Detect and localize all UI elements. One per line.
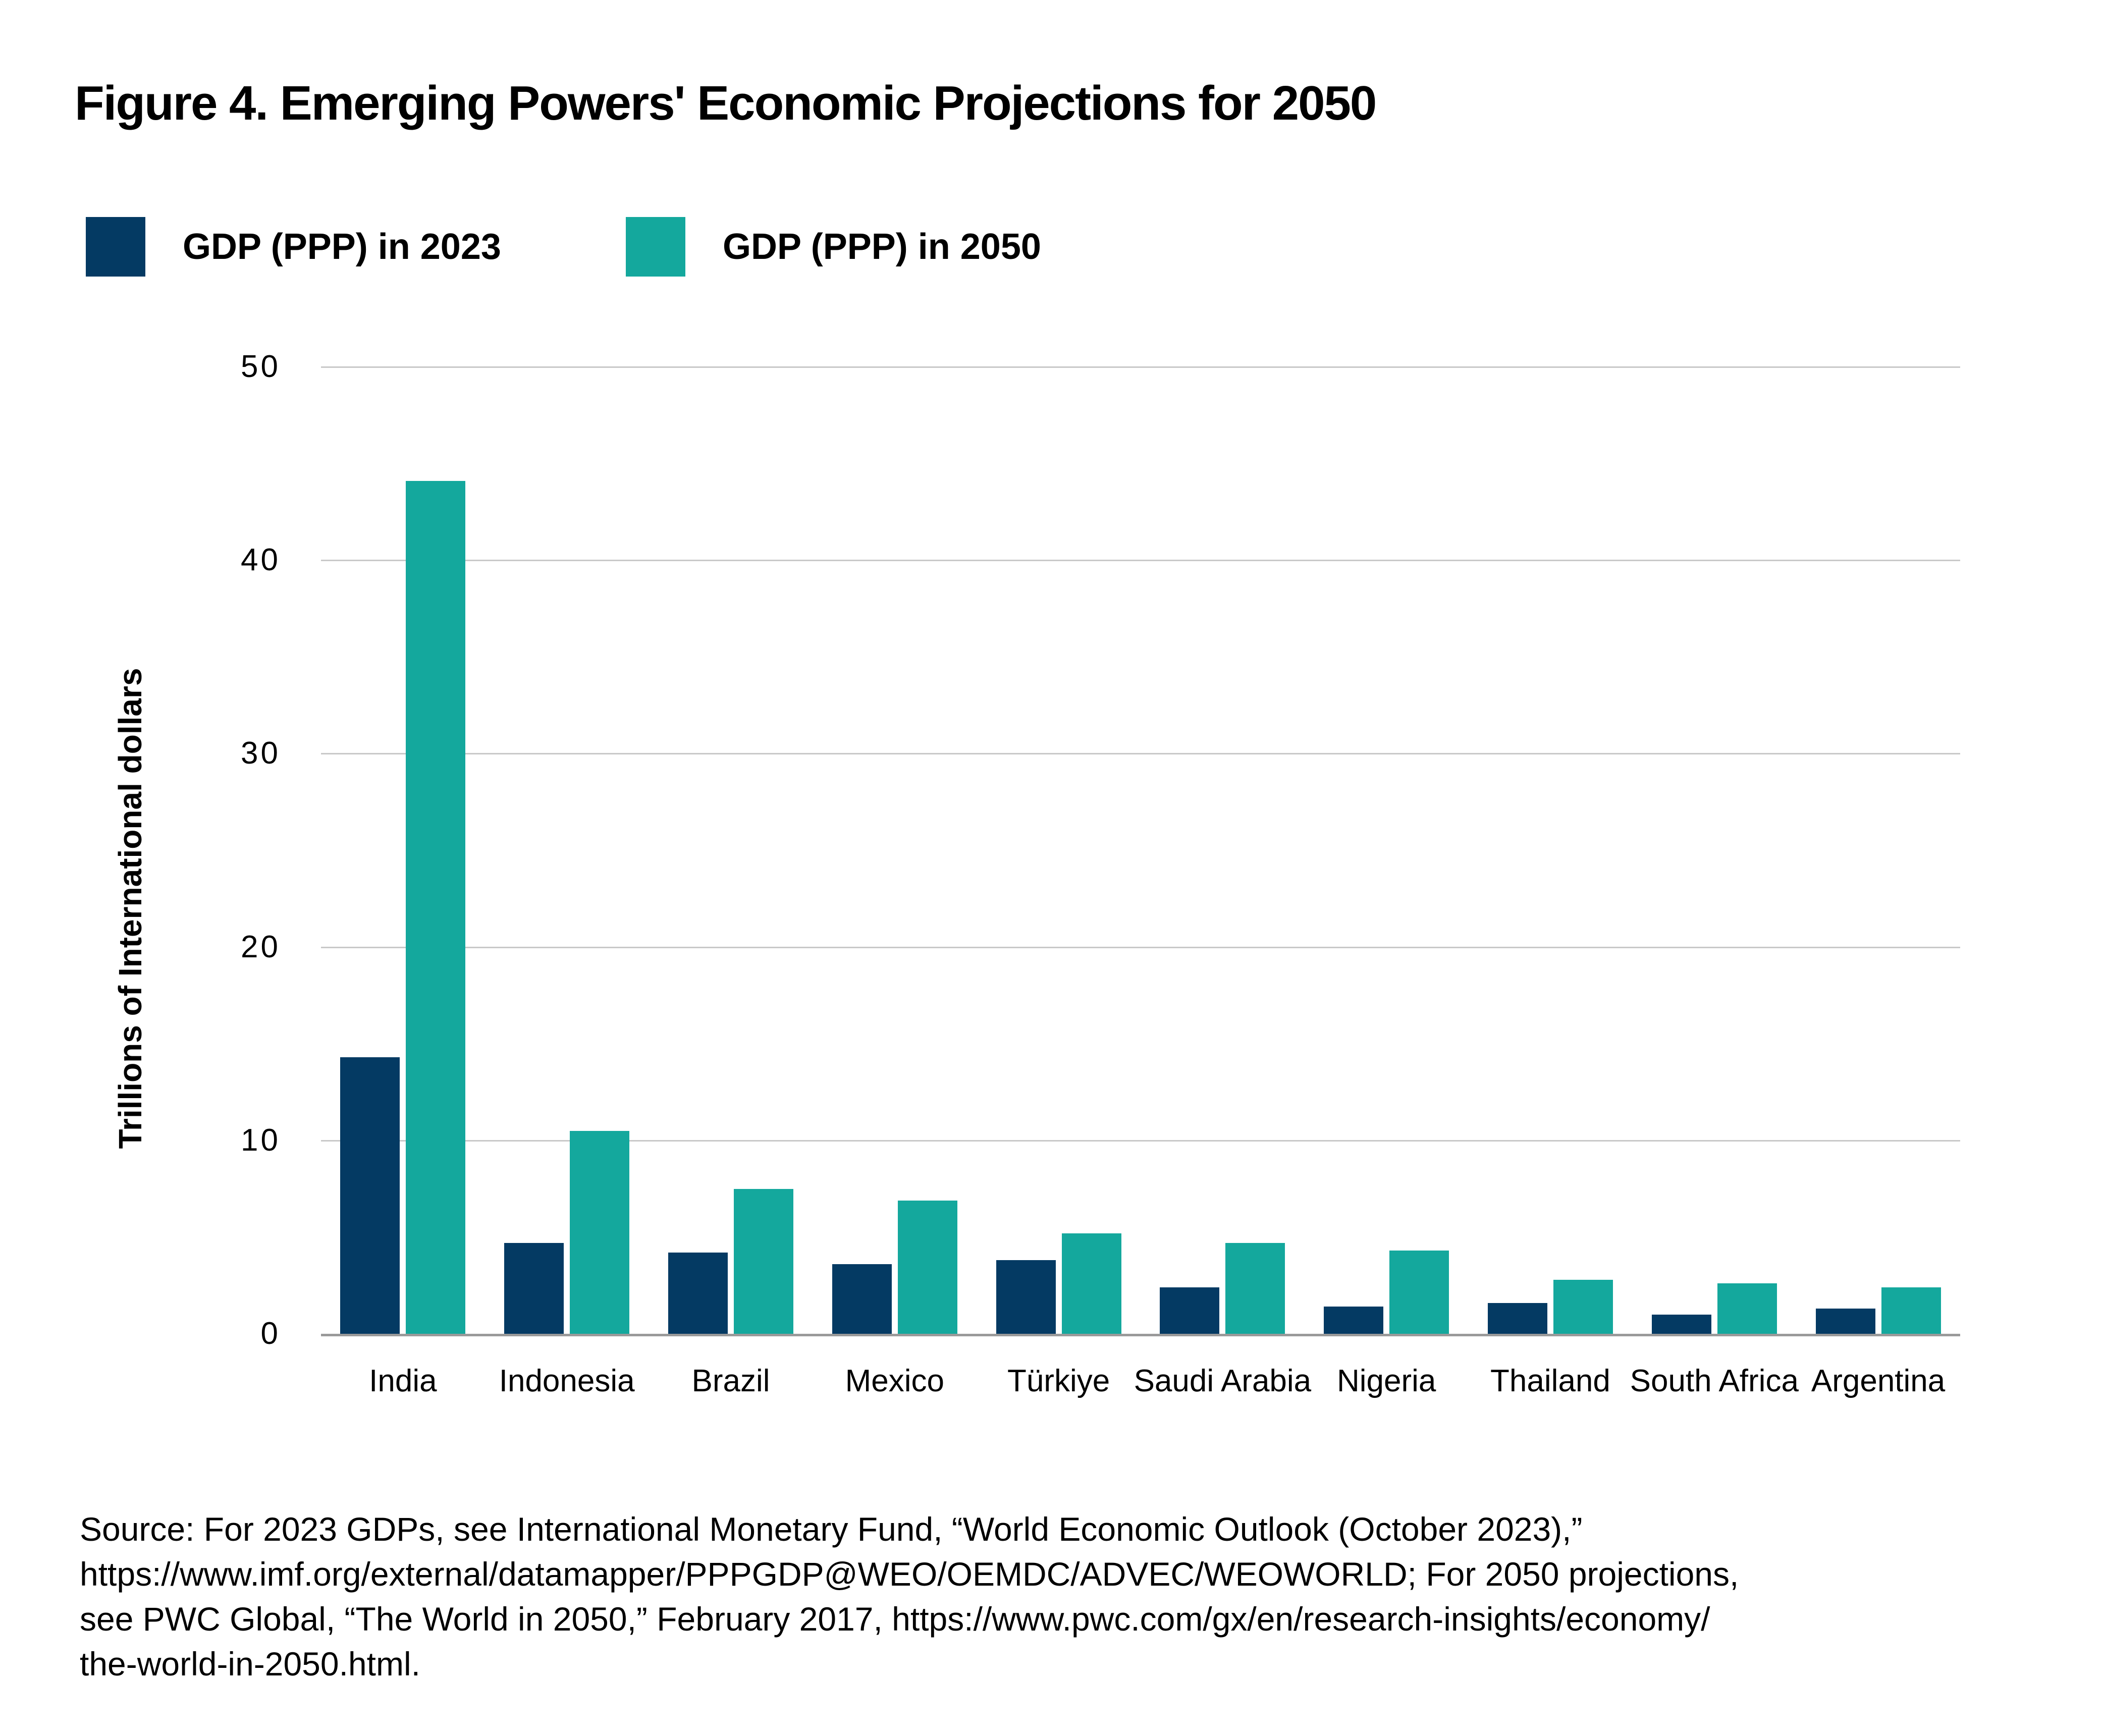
bar-group-thailand: Thailand bbox=[1469, 367, 1633, 1398]
bar-pair bbox=[1324, 1251, 1449, 1334]
x-axis-label: Indonesia bbox=[499, 1364, 635, 1398]
source-note: Source: For 2023 GDPs, see International… bbox=[80, 1507, 1739, 1687]
x-axis-label: Nigeria bbox=[1336, 1364, 1436, 1398]
bar-group-nigeria: Nigeria bbox=[1305, 367, 1469, 1398]
bar-group-türkiye: Türkiye bbox=[977, 367, 1141, 1398]
source-line: Source: For 2023 GDPs, see International… bbox=[80, 1510, 1583, 1548]
bar-pair bbox=[668, 1189, 793, 1334]
x-axis-label: Saudi Arabia bbox=[1134, 1364, 1312, 1398]
legend-label-2050: GDP (PPP) in 2050 bbox=[723, 227, 1041, 267]
bar-2023 bbox=[340, 1057, 400, 1334]
bar-2023 bbox=[504, 1243, 564, 1334]
bar-pair bbox=[996, 1233, 1121, 1334]
y-tick-label: 0 bbox=[260, 1316, 281, 1351]
bar-2050 bbox=[1881, 1287, 1941, 1334]
x-axis-line bbox=[321, 1334, 1960, 1336]
bar-2023 bbox=[1324, 1307, 1384, 1334]
bar-2050 bbox=[1389, 1251, 1449, 1334]
bar-2050 bbox=[570, 1131, 630, 1334]
x-axis-label: Türkiye bbox=[1007, 1364, 1110, 1398]
grid-line bbox=[321, 753, 1960, 755]
bar-pair bbox=[1160, 1243, 1285, 1334]
legend-item-2050: GDP (PPP) in 2050 bbox=[626, 217, 1041, 277]
x-axis-label: Thailand bbox=[1490, 1364, 1610, 1398]
legend-swatch-2023-icon bbox=[86, 217, 145, 277]
bar-2023 bbox=[1487, 1303, 1547, 1334]
bar-group-saudi-arabia: Saudi Arabia bbox=[1134, 367, 1311, 1398]
bar-2050 bbox=[1553, 1280, 1613, 1334]
bar-group-indonesia: Indonesia bbox=[485, 367, 649, 1398]
legend-item-2023: GDP (PPP) in 2023 bbox=[86, 217, 501, 277]
bar-group-india: India bbox=[321, 367, 485, 1398]
source-line: the-world-in-2050.html. bbox=[80, 1645, 420, 1683]
bar-2050 bbox=[1225, 1243, 1285, 1334]
legend: GDP (PPP) in 2023 GDP (PPP) in 2050 bbox=[0, 217, 2103, 278]
bar-pair bbox=[504, 1131, 630, 1334]
bar-2050 bbox=[406, 481, 466, 1334]
y-tick-label: 40 bbox=[241, 542, 281, 578]
y-tick-label: 30 bbox=[241, 736, 281, 771]
legend-label-2023: GDP (PPP) in 2023 bbox=[183, 227, 501, 267]
bar-2023 bbox=[1815, 1309, 1875, 1334]
plot-area: India Indonesia Brazil Mexico Türkiye Saudi A… bbox=[321, 367, 1960, 1398]
bar-pair bbox=[1651, 1283, 1777, 1334]
figure-title: Figure 4. Emerging Powers' Economic Proj… bbox=[75, 76, 1377, 130]
bar-2050 bbox=[897, 1201, 957, 1334]
bar-pair bbox=[832, 1201, 957, 1334]
bar-2050 bbox=[733, 1189, 793, 1334]
bar-2023 bbox=[996, 1260, 1056, 1334]
x-axis-label: South Africa bbox=[1630, 1364, 1799, 1398]
grid-line bbox=[321, 946, 1960, 948]
x-axis-label: Mexico bbox=[845, 1364, 944, 1398]
x-axis-label: Brazil bbox=[691, 1364, 770, 1398]
bar-2023 bbox=[1160, 1287, 1220, 1334]
source-line: see PWC Global, “The World in 2050,” Feb… bbox=[80, 1600, 1710, 1638]
bar-2023 bbox=[1651, 1315, 1711, 1334]
grid-line bbox=[321, 366, 1960, 368]
source-line: https://www.imf.org/external/datamapper/… bbox=[80, 1555, 1739, 1593]
bar-pair bbox=[1487, 1280, 1613, 1334]
y-tick-label: 50 bbox=[241, 349, 281, 384]
bar-group-brazil: Brazil bbox=[649, 367, 813, 1398]
y-tick-label: 10 bbox=[241, 1122, 281, 1158]
bar-group-argentina: Argentina bbox=[1796, 367, 1960, 1398]
bar-group-mexico: Mexico bbox=[813, 367, 977, 1398]
bar-pair bbox=[340, 481, 466, 1334]
bar-2023 bbox=[832, 1264, 892, 1334]
y-tick-label: 20 bbox=[241, 929, 281, 964]
x-axis-label: India bbox=[369, 1364, 437, 1398]
bar-2023 bbox=[668, 1253, 728, 1334]
bar-2050 bbox=[1717, 1283, 1777, 1334]
bar-group-south-africa: South Africa bbox=[1630, 367, 1799, 1398]
legend-swatch-2050-icon bbox=[626, 217, 685, 277]
grid-line bbox=[321, 560, 1960, 562]
bar-2050 bbox=[1061, 1233, 1121, 1334]
bar-pair bbox=[1815, 1287, 1941, 1334]
x-axis-label: Argentina bbox=[1811, 1364, 1946, 1398]
grid-line bbox=[321, 1140, 1960, 1142]
